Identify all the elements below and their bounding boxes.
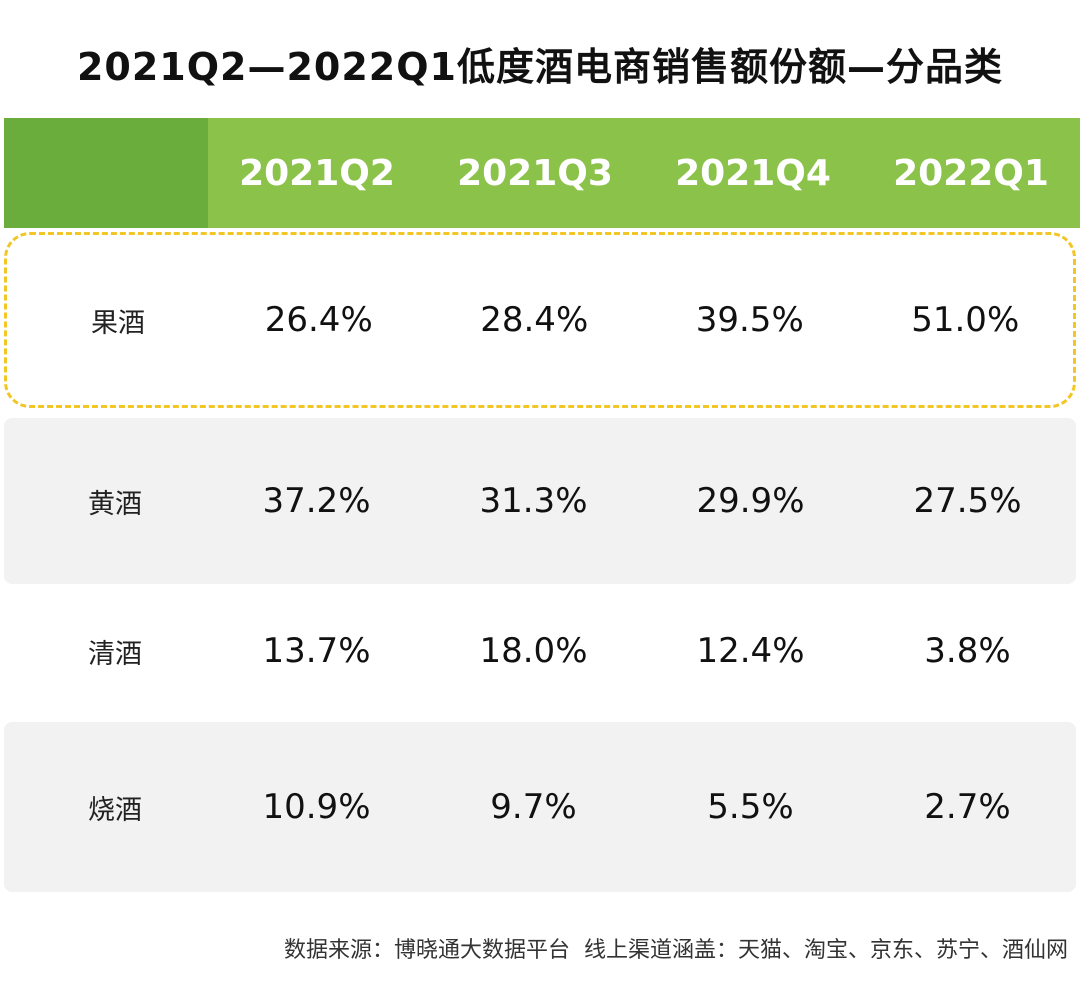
table-cell: 29.9%	[696, 481, 805, 521]
column-header: 2021Q3	[457, 152, 613, 194]
column-header: 2021Q2	[239, 152, 395, 194]
table-row: 清酒 13.7% 18.0% 12.4% 3.8%	[4, 584, 1076, 718]
page-title: 2021Q2—2022Q1低度酒电商销售额份额—分品类	[76, 45, 1003, 89]
table-cell: 39.5%	[695, 300, 804, 340]
table-cell: 9.7%	[490, 787, 577, 827]
row-label: 烧酒	[88, 794, 142, 826]
column-header: 2022Q1	[893, 152, 1049, 194]
table-cell: 10.9%	[262, 787, 371, 827]
table-cell: 5.5%	[707, 787, 794, 827]
table-cell: 12.4%	[696, 631, 805, 671]
table-cell: 28.4%	[480, 300, 589, 340]
table-cell: 31.3%	[479, 481, 588, 521]
data-source-note: 数据来源：博晓通大数据平台 线上渠道涵盖：天猫、淘宝、京东、苏宁、酒仙网	[284, 938, 1068, 963]
row-label: 清酒	[88, 638, 142, 670]
table-cell: 18.0%	[479, 631, 588, 671]
table-cell: 51.0%	[911, 300, 1020, 340]
table-header: 2021Q2 2021Q3 2021Q4 2022Q1	[4, 118, 1080, 228]
header-corner	[4, 118, 208, 228]
table-cell: 13.7%	[262, 631, 371, 671]
row-label: 黄酒	[88, 488, 142, 520]
column-header: 2021Q4	[675, 152, 831, 194]
table-row: 黄酒 37.2% 31.3% 29.9% 27.5%	[4, 418, 1076, 584]
table-cell: 3.8%	[924, 631, 1011, 671]
table-cell: 27.5%	[913, 481, 1022, 521]
table-row: 烧酒 10.9% 9.7% 5.5% 2.7%	[4, 722, 1076, 892]
table-cell: 26.4%	[264, 300, 373, 340]
table-cell: 2.7%	[924, 787, 1011, 827]
table-row-highlighted: 果酒 26.4% 28.4% 39.5% 51.0%	[4, 232, 1076, 408]
row-label: 果酒	[91, 307, 145, 339]
table-cell: 37.2%	[262, 481, 371, 521]
